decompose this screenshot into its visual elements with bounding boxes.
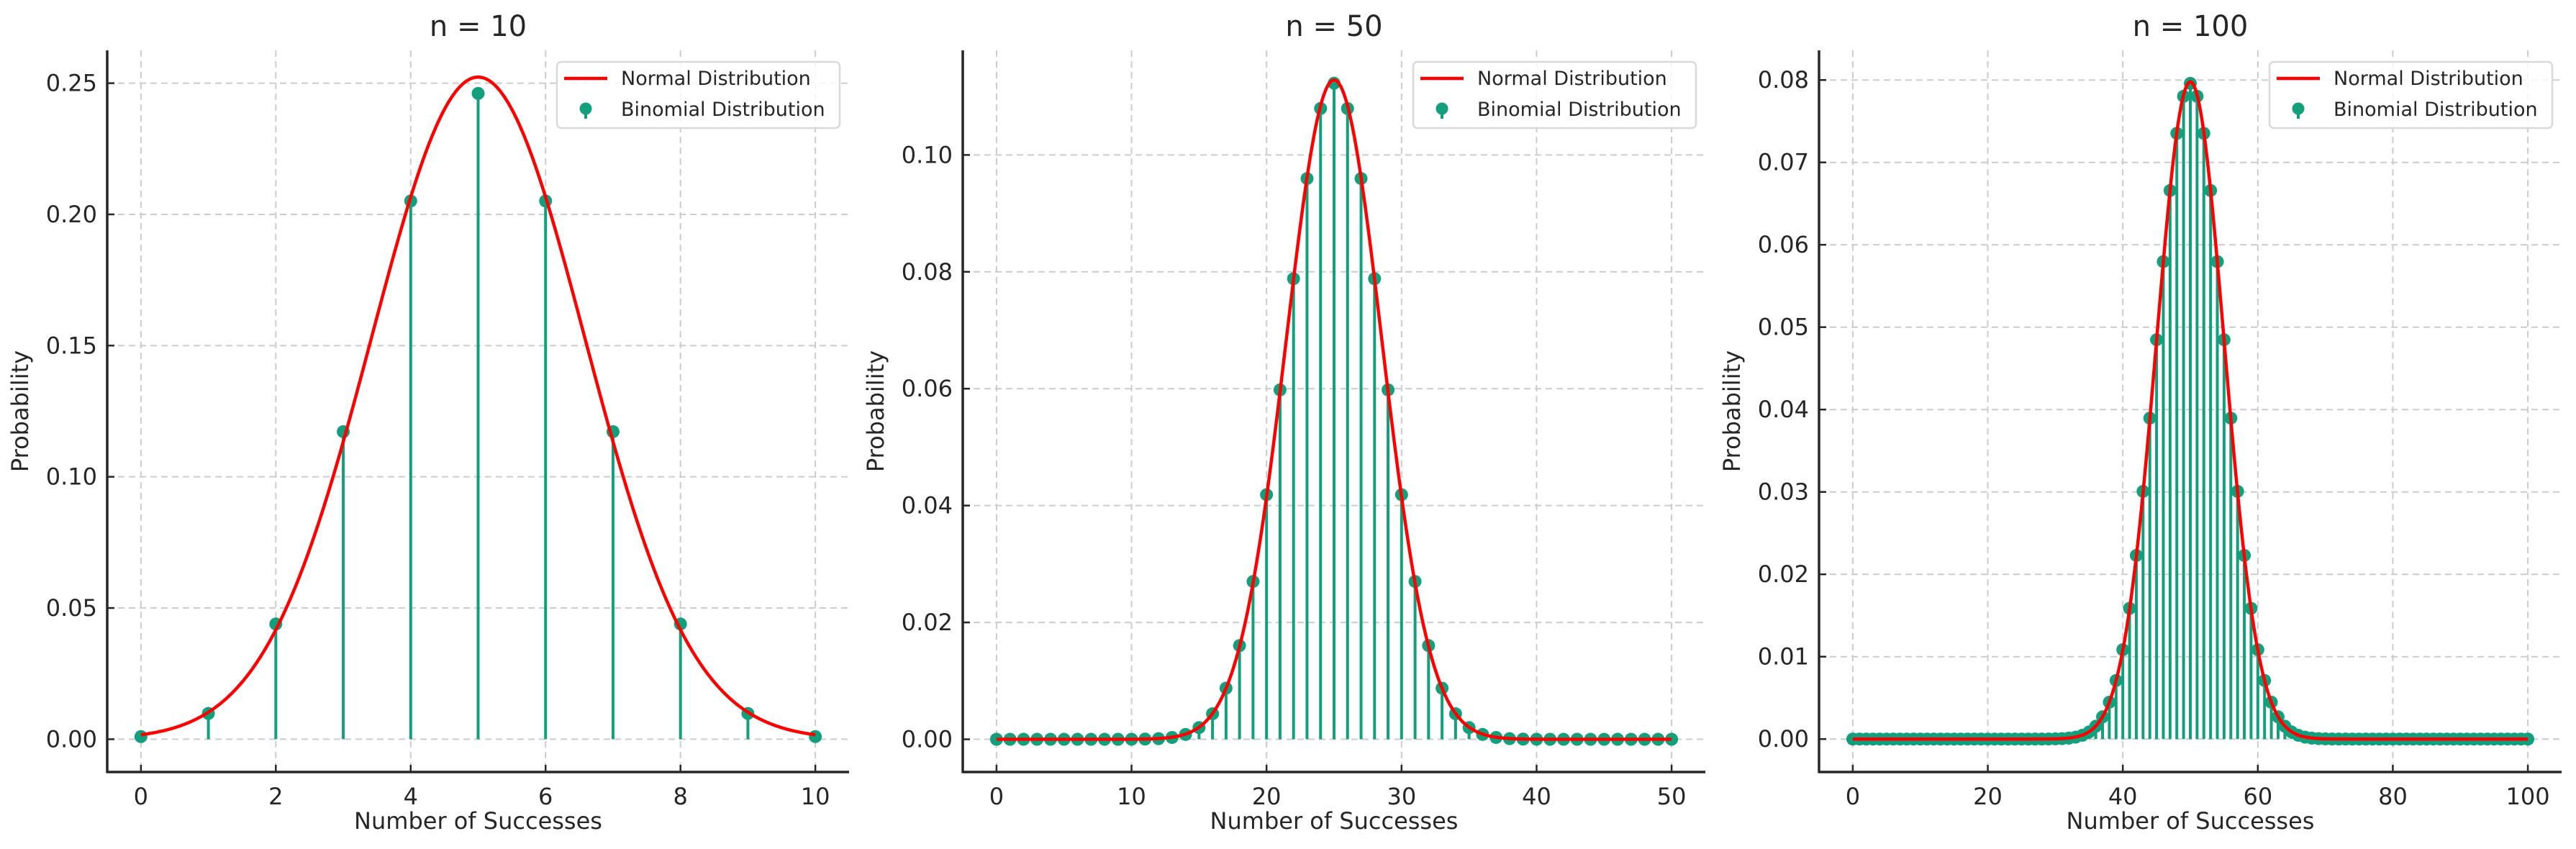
chart-title: n = 100 xyxy=(2133,10,2249,43)
binomial-marker xyxy=(809,730,822,743)
binomial-marker xyxy=(1665,732,1679,746)
x-tick-label: 0 xyxy=(989,783,1004,810)
x-tick-label: 10 xyxy=(801,783,830,810)
x-tick-label: 20 xyxy=(1252,783,1282,810)
x-tick-label: 0 xyxy=(134,783,148,810)
y-tick-label: 0.06 xyxy=(1758,231,1809,258)
chart-panel-10: n = 10 0 2 4 6 8 10 0.00 0.05 0.10 0.15 0.20 0.25 Num… xyxy=(6,10,849,835)
y-tick-label: 0.08 xyxy=(902,258,953,286)
y-tick-label: 0.03 xyxy=(1758,478,1809,506)
y-tick-label: 0.01 xyxy=(1758,643,1809,671)
legend-label-normal: Normal Distribution xyxy=(621,68,811,90)
y-tick-label: 0.10 xyxy=(902,141,953,168)
x-tick-label: 10 xyxy=(1117,783,1146,810)
x-tick-label: 40 xyxy=(2108,783,2138,810)
normal-curve xyxy=(140,75,816,737)
legend-label-normal: Normal Distribution xyxy=(2334,68,2523,90)
y-tick-label: 0.04 xyxy=(902,492,953,519)
x-axis-label: Number of Successes xyxy=(2067,807,2315,835)
y-axis-label: Probability xyxy=(862,350,889,472)
x-tick-label: 100 xyxy=(2506,783,2550,810)
chart-title: n = 10 xyxy=(430,10,527,43)
y-tick-label: 0.02 xyxy=(1758,560,1809,588)
binomial-marker xyxy=(989,732,1003,746)
y-axis-label: Probability xyxy=(6,350,34,472)
legend-label-binomial: Binomial Distribution xyxy=(1477,99,1682,121)
y-tick-label: 0.04 xyxy=(1758,396,1809,423)
legend-box xyxy=(1412,60,1697,130)
normal-curve xyxy=(996,78,1672,741)
x-tick-label: 60 xyxy=(2243,783,2272,810)
binomial-marker xyxy=(471,86,485,100)
legend-box xyxy=(555,60,841,130)
legend: Normal Distribution Binomial Distribution xyxy=(2268,60,2554,130)
y-tick-label: 0.05 xyxy=(46,594,97,622)
legend-label-binomial: Binomial Distribution xyxy=(2334,99,2538,121)
y-tick-label: 0.10 xyxy=(46,463,97,491)
y-tick-label: 0.02 xyxy=(902,609,953,636)
y-tick-label: 0.20 xyxy=(46,201,97,228)
legend-label-binomial: Binomial Distribution xyxy=(621,99,825,121)
legend-marker-icon xyxy=(579,102,592,115)
binomial-marker xyxy=(2521,732,2535,746)
y-tick-label: 0.06 xyxy=(902,375,953,402)
x-tick-label: 4 xyxy=(404,783,418,810)
y-tick-label: 0.08 xyxy=(1758,66,1809,94)
y-axis-label: Probability xyxy=(1718,350,1746,472)
x-tick-label: 2 xyxy=(268,783,283,810)
x-tick-label: 20 xyxy=(1973,783,2003,810)
y-tick-label: 0.00 xyxy=(902,726,953,753)
binomial-marker xyxy=(134,730,148,743)
x-axis-label: Number of Successes xyxy=(1210,807,1459,835)
legend: Normal Distribution Binomial Distribution xyxy=(1412,60,1697,130)
legend: Normal Distribution Binomial Distribution xyxy=(555,60,841,130)
legend-label-normal: Normal Distribution xyxy=(1477,68,1667,90)
chart-panel-50: n = 50 0 10 20 30 40 50 0.00 0.02 0.04 0.06 0.08 0.1… xyxy=(862,10,1705,835)
x-axis-label: Number of Successes xyxy=(354,807,602,835)
x-tick-label: 40 xyxy=(1522,783,1551,810)
chart-title: n = 50 xyxy=(1285,10,1382,43)
legend-box xyxy=(2268,60,2554,130)
legend-marker-icon xyxy=(1436,102,1448,115)
x-tick-label: 50 xyxy=(1657,783,1687,810)
x-tick-label: 6 xyxy=(538,783,553,810)
x-tick-label: 0 xyxy=(1846,783,1860,810)
normal-curve xyxy=(1852,80,2529,741)
y-tick-label: 0.15 xyxy=(46,332,97,359)
y-tick-label: 0.25 xyxy=(46,70,97,97)
y-tick-label: 0.07 xyxy=(1758,149,1809,176)
chart-panel-100: n = 100 0 20 40 60 80 100 0.00 0.01 0.02 0.03 0.04 0… xyxy=(1718,10,2562,835)
y-tick-label: 0.00 xyxy=(46,725,97,753)
x-tick-label: 8 xyxy=(674,783,688,810)
y-tick-label: 0.00 xyxy=(1758,725,1809,753)
x-tick-label: 30 xyxy=(1387,783,1416,810)
x-tick-label: 80 xyxy=(2378,783,2408,810)
legend-marker-icon xyxy=(2292,102,2305,115)
y-tick-label: 0.05 xyxy=(1758,314,1809,341)
